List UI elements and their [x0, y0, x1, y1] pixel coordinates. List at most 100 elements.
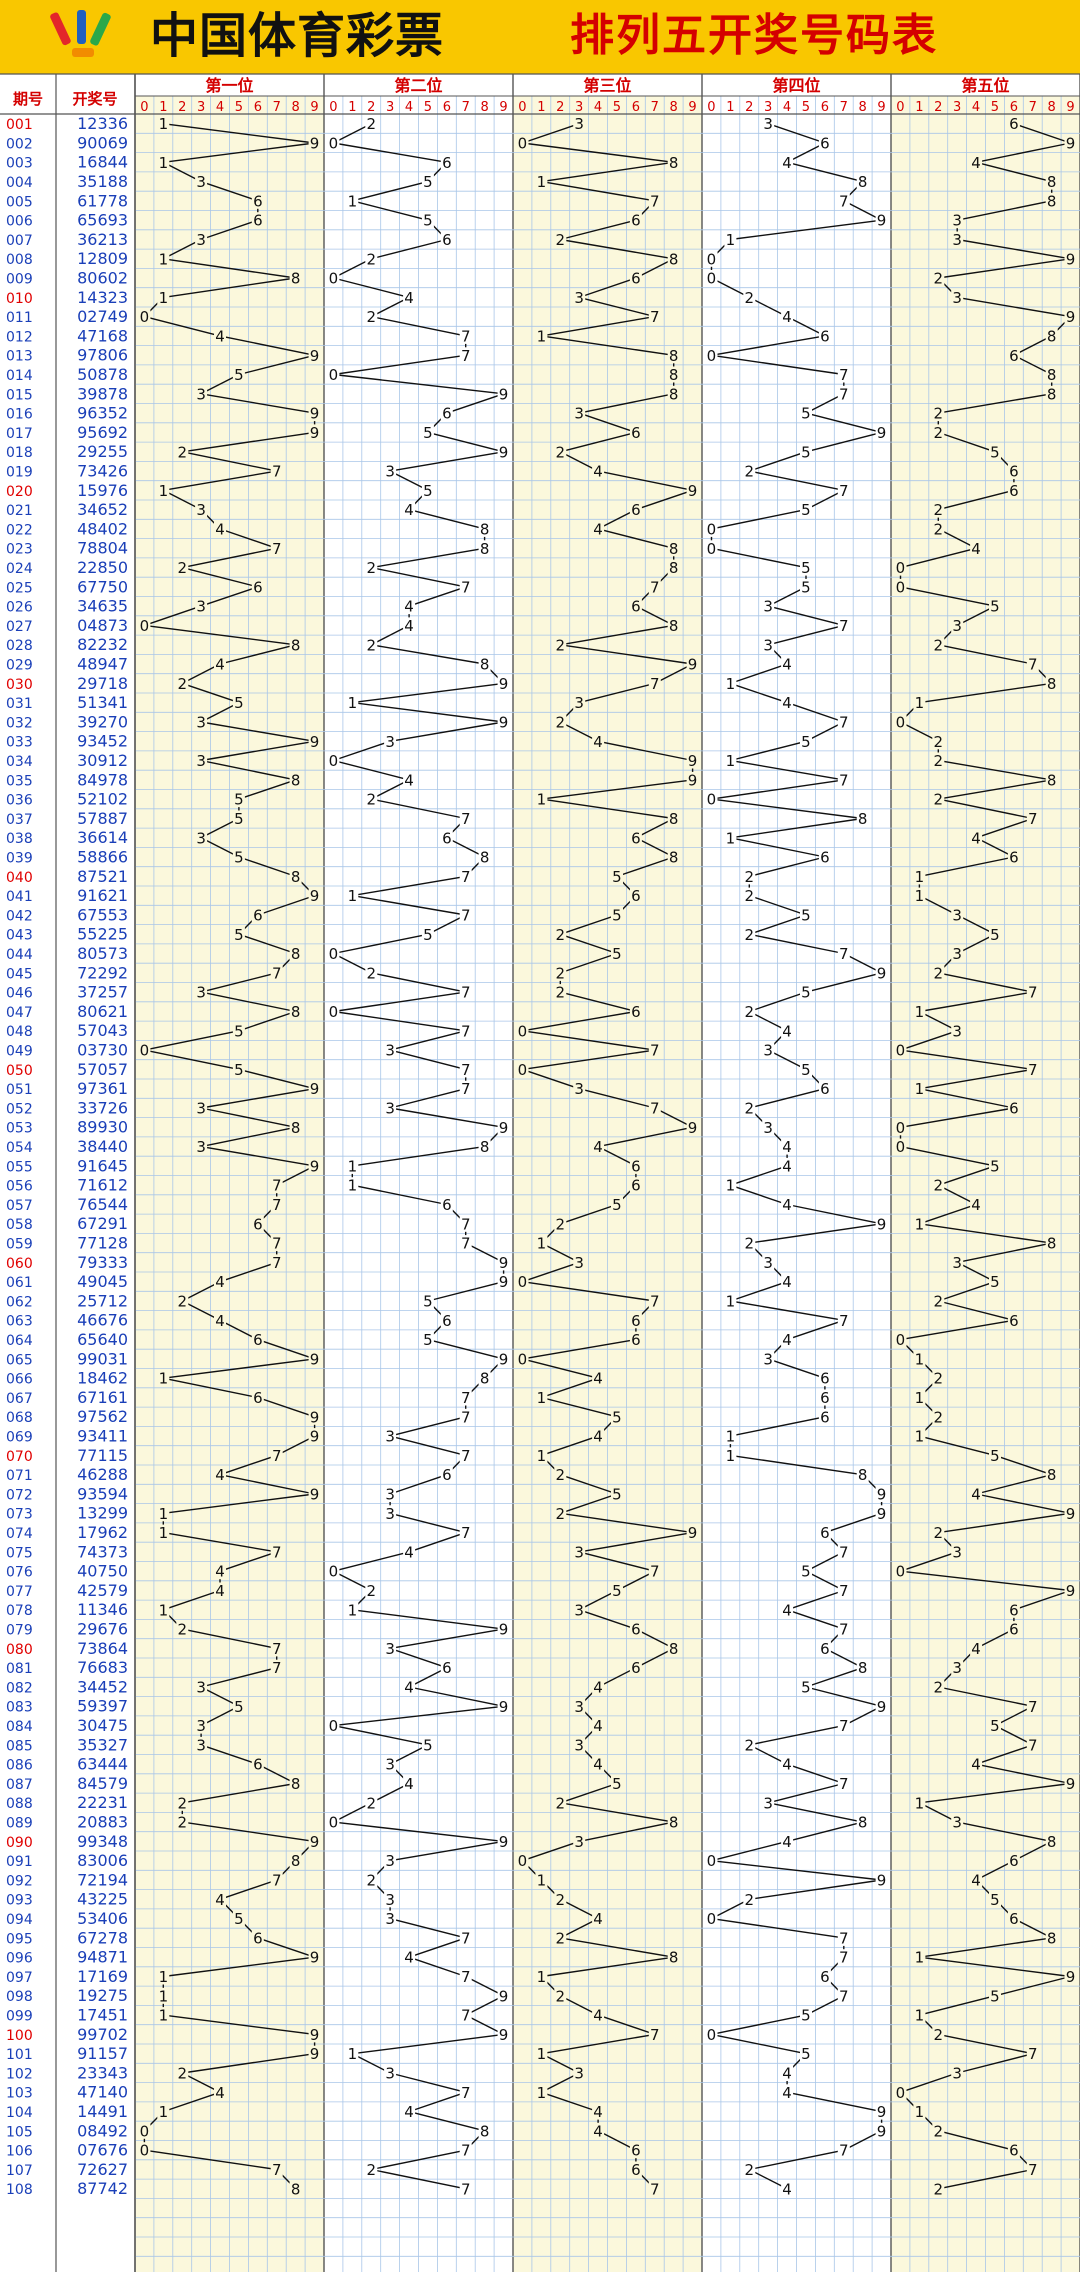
digit-mark-bg — [403, 1775, 416, 1792]
digit-mark-bg — [837, 1949, 850, 1966]
issue-label: 044 — [6, 947, 33, 963]
digit-mark: 3 — [196, 1099, 206, 1117]
digit-mark: 7 — [1028, 2045, 1038, 2063]
digit-mark-bg — [478, 540, 491, 557]
digit-mark: 9 — [499, 675, 509, 693]
digit-mark-bg — [195, 501, 208, 518]
digit-mark: 8 — [480, 1138, 490, 1156]
digit-mark-bg — [1026, 656, 1039, 672]
digit-mark-bg — [195, 1717, 208, 1734]
digit-mark-bg — [875, 212, 888, 229]
digit-mark-bg — [837, 714, 850, 730]
digit-mark-bg — [800, 578, 812, 595]
digit-mark: 5 — [990, 1157, 1000, 1175]
digit-mark: 3 — [385, 2064, 395, 2082]
digit-mark: 9 — [877, 212, 887, 230]
issue-label: 051 — [6, 1082, 33, 1098]
digit-mark: 8 — [291, 1119, 301, 1137]
draw-number: 39878 — [77, 384, 128, 403]
digit-mark: 6 — [631, 1003, 641, 1021]
digit-mark: 0 — [707, 2026, 717, 2044]
issue-label: 002 — [6, 136, 33, 152]
issue-label: 099 — [6, 2008, 33, 2024]
digit-mark-bg — [667, 154, 680, 171]
digit-mark-bg — [195, 752, 208, 769]
digit-mark-bg — [327, 135, 340, 151]
draw-number: 57057 — [77, 1060, 128, 1079]
digit-mark-bg — [667, 1640, 680, 1657]
digit-mark: 2 — [555, 964, 565, 982]
draw-number: 34635 — [77, 597, 128, 616]
digit-mark-bg — [1064, 1582, 1077, 1599]
issue-label: 029 — [6, 657, 33, 673]
digit-mark: 5 — [990, 1987, 1000, 2005]
digit-mark: 4 — [782, 1138, 792, 1156]
digit-mark-bg — [592, 1138, 605, 1155]
digit-mark-bg — [214, 1466, 226, 1483]
digit-mark: 3 — [952, 1254, 962, 1272]
digit-mark-bg — [421, 1331, 434, 1348]
digit-mark-bg — [592, 463, 605, 480]
digit-mark: 4 — [593, 1428, 603, 1446]
digit-mark: 5 — [612, 868, 622, 886]
digit-mark: 8 — [1047, 1235, 1057, 1253]
digit-header: 3 — [953, 100, 961, 115]
issue-label: 106 — [6, 2144, 33, 2160]
digit-mark: 8 — [1047, 1833, 1057, 1851]
digit-mark-bg — [459, 1389, 472, 1406]
digit-mark-bg — [384, 1100, 397, 1116]
draw-number: 53406 — [77, 1909, 128, 1928]
digit-mark: 1 — [159, 1601, 169, 1619]
digit-mark: 2 — [177, 559, 187, 577]
digit-mark-bg — [421, 926, 434, 943]
digit-mark-bg — [818, 135, 831, 151]
digit-mark: 3 — [385, 1505, 395, 1523]
digit-mark: 9 — [499, 1254, 509, 1272]
digit-mark: 3 — [385, 733, 395, 751]
digit-mark: 3 — [574, 289, 584, 307]
digit-mark: 3 — [574, 1833, 584, 1851]
digit-mark: 7 — [650, 192, 660, 210]
digit-mark: 5 — [612, 945, 622, 963]
digit-mark-bg — [176, 1814, 189, 1831]
digit-mark-bg — [667, 1814, 680, 1831]
issue-label: 064 — [6, 1333, 33, 1349]
digit-mark: 3 — [763, 636, 773, 654]
digit-mark-bg — [611, 907, 623, 923]
digit-mark-bg — [573, 1833, 586, 1850]
digit-mark: 3 — [385, 1428, 395, 1446]
digit-mark-bg — [270, 1254, 283, 1271]
digit-mark-bg — [554, 443, 567, 460]
digit-mark: 4 — [593, 1138, 603, 1156]
digit-mark-bg — [421, 173, 434, 190]
digit-mark: 4 — [971, 1756, 981, 1774]
digit-mark-bg — [932, 1679, 945, 1695]
digit-mark: 2 — [555, 1505, 565, 1523]
digit-header: 2 — [745, 100, 753, 115]
digit-mark: 3 — [952, 231, 962, 249]
digit-header: 5 — [991, 100, 999, 115]
digit-mark-bg — [308, 1408, 321, 1425]
digit-mark: 7 — [272, 1196, 282, 1214]
digit-mark: 1 — [159, 1987, 169, 2005]
digit-mark-bg — [1026, 1061, 1039, 1078]
digit-mark: 8 — [858, 173, 868, 191]
digit-mark: 8 — [1047, 173, 1057, 191]
digit-mark: 3 — [763, 598, 773, 616]
digit-mark-bg — [629, 424, 642, 441]
digit-mark: 3 — [952, 906, 962, 924]
digit-mark: 4 — [593, 520, 603, 538]
digit-mark-bg — [214, 1312, 226, 1329]
digit-mark-bg — [970, 829, 983, 846]
draw-number: 48402 — [77, 519, 128, 538]
digit-mark: 7 — [839, 771, 849, 789]
digit-mark: 4 — [593, 1370, 603, 1388]
digit-mark: 5 — [612, 1408, 622, 1426]
digit-mark: 2 — [744, 1736, 754, 1754]
digit-mark: 3 — [574, 1601, 584, 1619]
digit-mark-bg — [667, 540, 680, 557]
digit-mark-bg — [951, 1022, 964, 1039]
digit-mark-bg — [781, 2065, 794, 2081]
digit-mark: 3 — [952, 945, 962, 963]
issue-label: 087 — [6, 1777, 33, 1793]
